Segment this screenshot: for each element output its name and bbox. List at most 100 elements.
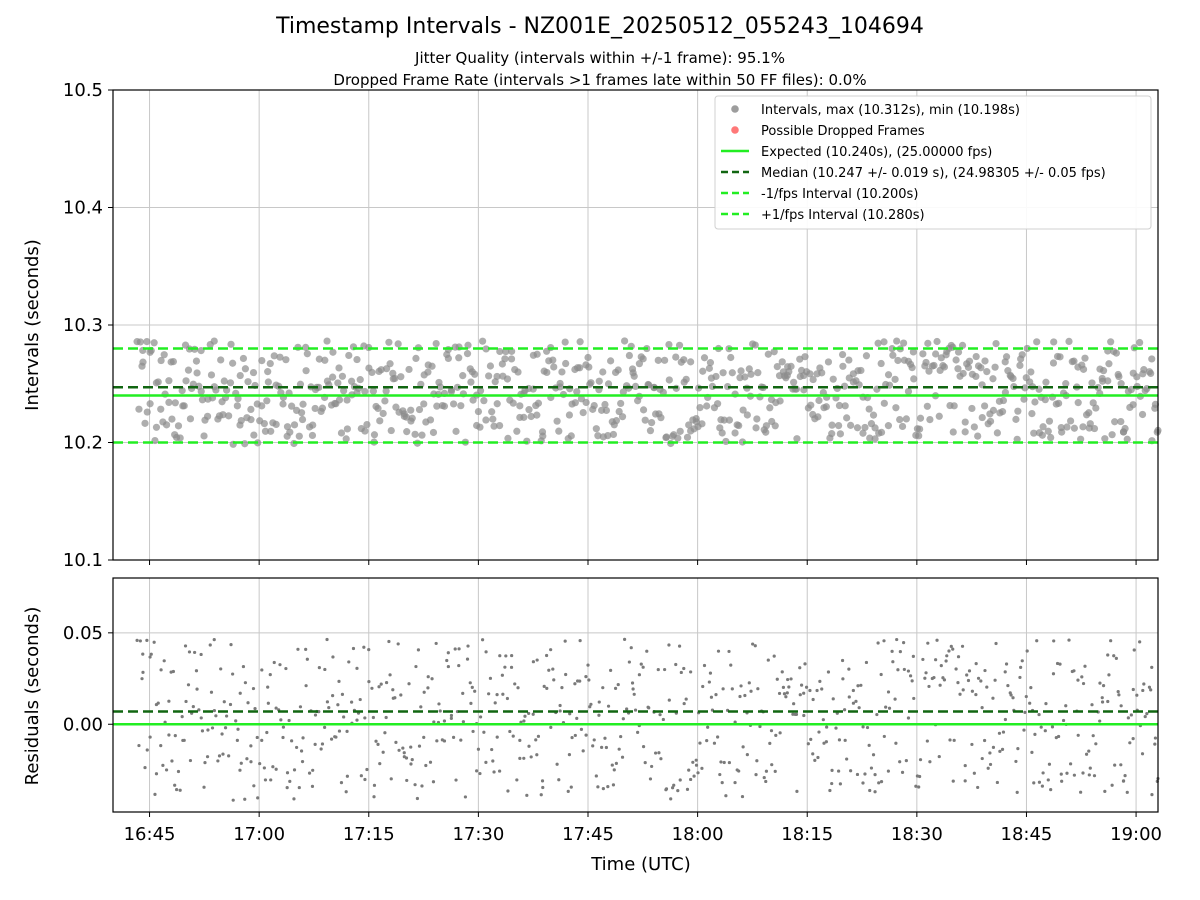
residual-point xyxy=(358,697,362,702)
interval-point xyxy=(550,363,558,371)
interval-point xyxy=(200,432,208,440)
residual-point xyxy=(1140,752,1145,756)
residual-point xyxy=(954,667,958,671)
chart-title: Timestamp Intervals - NZ001E_20250512_05… xyxy=(276,14,924,39)
interval-point xyxy=(762,428,770,436)
residual-point xyxy=(587,678,591,682)
residual-point xyxy=(167,699,171,703)
residual-point xyxy=(1006,683,1010,688)
interval-point xyxy=(703,402,711,410)
residual-point xyxy=(272,660,276,665)
residual-point xyxy=(1035,639,1039,643)
interval-point xyxy=(490,422,498,430)
residual-point xyxy=(851,688,855,693)
residual-point xyxy=(1000,747,1005,751)
residual-point xyxy=(252,784,256,788)
residual-point xyxy=(718,772,722,777)
residual-point xyxy=(298,705,303,709)
residual-point xyxy=(480,638,485,642)
residual-point xyxy=(498,769,502,773)
interval-point xyxy=(480,397,488,405)
residual-point xyxy=(173,733,177,738)
interval-point xyxy=(386,360,394,368)
residual-point xyxy=(535,658,539,662)
residual-point xyxy=(798,693,802,697)
interval-point xyxy=(896,415,904,424)
residual-point xyxy=(552,678,556,682)
residual-point xyxy=(709,695,714,699)
residual-point xyxy=(780,670,784,674)
interval-point xyxy=(619,388,627,396)
x-tick-label: 18:45 xyxy=(1001,824,1053,845)
interval-point xyxy=(662,433,671,441)
residual-point xyxy=(317,666,321,670)
interval-point xyxy=(961,428,969,436)
interval-point xyxy=(455,354,463,362)
interval-point xyxy=(807,401,815,409)
residual-point xyxy=(882,639,886,643)
residual-point xyxy=(659,757,663,761)
interval-point xyxy=(735,421,743,430)
interval-point xyxy=(843,414,851,422)
residual-point xyxy=(679,670,683,675)
residual-point xyxy=(706,725,710,729)
residual-point xyxy=(174,787,179,792)
residual-point xyxy=(1147,685,1152,689)
residual-point xyxy=(684,697,688,701)
interval-point xyxy=(356,376,364,384)
residual-point xyxy=(914,784,918,788)
residual-point xyxy=(518,756,522,760)
residual-point xyxy=(854,699,858,703)
residual-point xyxy=(331,694,335,698)
interval-point xyxy=(891,375,899,383)
residual-point xyxy=(285,771,290,775)
interval-point xyxy=(1056,353,1064,361)
residual-point xyxy=(773,769,777,773)
residual-point xyxy=(500,673,504,677)
x-tick-label: 17:30 xyxy=(452,824,504,845)
interval-point xyxy=(993,429,1001,437)
residual-point xyxy=(588,705,592,709)
interval-point xyxy=(507,355,516,363)
residual-point xyxy=(1044,702,1048,706)
interval-point xyxy=(752,424,760,432)
interval-point xyxy=(502,347,510,356)
residual-point xyxy=(234,719,238,723)
residual-point xyxy=(430,677,434,681)
residual-point xyxy=(768,741,772,745)
residual-point xyxy=(320,742,325,746)
interval-point xyxy=(877,428,886,436)
residual-point xyxy=(967,669,972,673)
interval-point xyxy=(141,419,149,427)
interval-point xyxy=(714,400,722,408)
residual-point xyxy=(837,738,842,742)
interval-point xyxy=(576,364,584,372)
interval-point xyxy=(493,400,501,408)
interval-point xyxy=(609,430,618,439)
interval-point xyxy=(279,400,287,408)
residual-point xyxy=(162,659,166,663)
residual-point xyxy=(167,733,171,737)
residual-point xyxy=(1150,665,1154,669)
residual-point xyxy=(584,675,588,679)
residual-point xyxy=(1090,703,1094,707)
interval-point xyxy=(244,378,252,386)
residual-point xyxy=(606,704,611,708)
residual-point xyxy=(1016,747,1020,751)
residual-point xyxy=(243,681,248,685)
residual-point xyxy=(407,682,411,686)
residual-point xyxy=(721,687,725,691)
residual-point xyxy=(879,780,884,784)
residual-point xyxy=(145,638,149,642)
residual-point xyxy=(794,712,799,716)
interval-point xyxy=(337,429,346,437)
interval-point xyxy=(1147,369,1155,378)
interval-point xyxy=(674,434,682,442)
residual-point xyxy=(714,693,718,697)
interval-point xyxy=(959,369,967,378)
residual-point xyxy=(998,749,1002,753)
interval-point xyxy=(387,426,395,435)
residual-point xyxy=(255,735,259,740)
interval-point xyxy=(250,431,258,439)
residual-point xyxy=(558,709,562,713)
